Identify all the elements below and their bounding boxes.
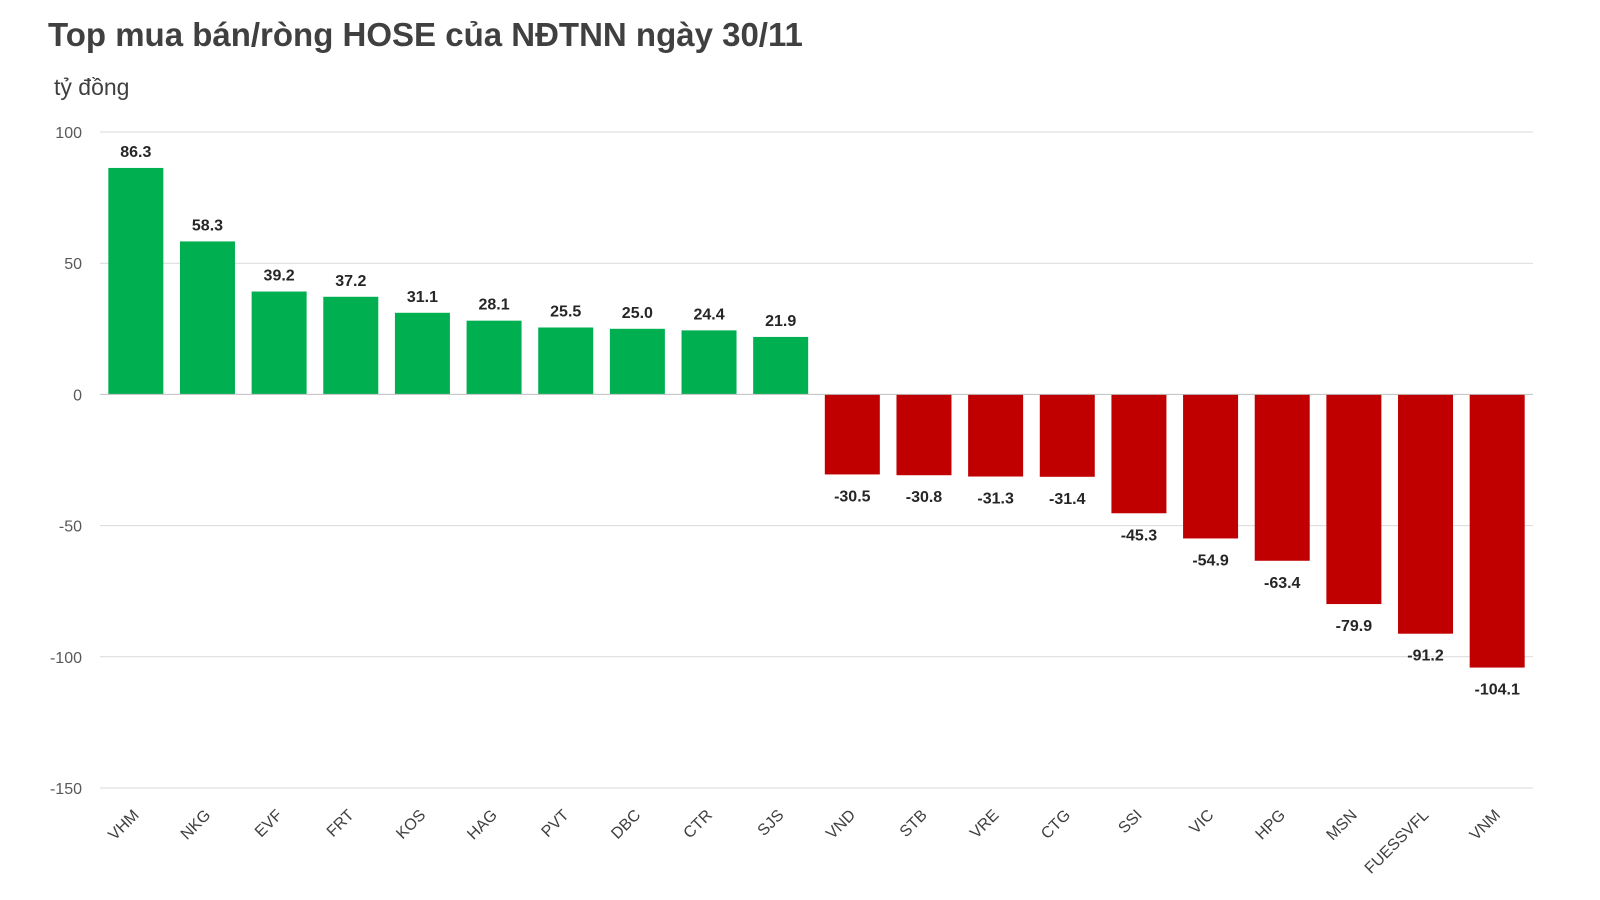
bar (1398, 394, 1454, 634)
bar (108, 167, 164, 395)
bar (323, 296, 379, 395)
y-tick-label: 50 (64, 256, 82, 273)
bar (538, 327, 594, 395)
y-axis-unit-label: tỷ đồng (54, 74, 130, 100)
bar (1183, 394, 1239, 539)
y-tick-label: 100 (55, 125, 82, 142)
y-tick-label: -150 (50, 781, 82, 798)
bar (753, 336, 809, 395)
bar (681, 330, 737, 395)
data-label: -79.9 (1336, 618, 1373, 635)
x-tick-label: FUESSVFL (1362, 807, 1433, 878)
x-tick-label: VNM (1467, 807, 1504, 844)
bar (466, 320, 522, 395)
y-tick-label: -100 (50, 650, 82, 667)
data-label: -45.3 (1121, 527, 1158, 544)
bar (824, 394, 880, 475)
data-label: 58.3 (192, 217, 223, 234)
data-label: 28.1 (479, 297, 510, 314)
x-tick-label: MSN (1324, 807, 1361, 844)
data-label: 21.9 (765, 313, 796, 330)
x-tick-label: VHM (105, 807, 142, 844)
data-label: 24.4 (693, 306, 724, 323)
bar (1254, 394, 1310, 561)
x-tick-label: KOS (393, 807, 429, 843)
y-tick-label: -50 (59, 519, 82, 536)
bar (394, 312, 450, 395)
data-label: 37.2 (335, 273, 366, 290)
data-label: -91.2 (1407, 648, 1444, 665)
data-label: -104.1 (1474, 682, 1519, 699)
x-tick-label: DBC (608, 807, 644, 843)
x-tick-label: EVF (252, 807, 286, 841)
bar (179, 241, 235, 395)
data-label: -30.8 (906, 489, 943, 506)
x-tick-label: NKG (178, 807, 215, 844)
x-tick-label: SJS (755, 807, 788, 840)
x-tick-label: VRE (967, 807, 1002, 842)
x-tick-label: HAG (464, 807, 501, 844)
bar (1469, 394, 1525, 668)
bar (1326, 394, 1382, 605)
x-tick-label: CTR (681, 807, 716, 842)
bar (968, 394, 1024, 477)
data-label: -54.9 (1192, 552, 1229, 569)
bar (609, 328, 665, 395)
data-label: 39.2 (264, 268, 295, 285)
x-tick-label: HPG (1253, 807, 1290, 844)
bar (1039, 394, 1095, 477)
data-label: 25.0 (622, 305, 653, 322)
x-tick-label: PVT (539, 807, 573, 841)
data-label: -31.3 (977, 491, 1014, 508)
data-label: 25.5 (550, 303, 581, 320)
bar (251, 291, 307, 395)
bar (1111, 394, 1167, 514)
y-tick-label: 0 (73, 387, 82, 404)
x-tick-label: CTG (1038, 807, 1074, 843)
data-label: 86.3 (120, 144, 151, 161)
data-label: -30.5 (834, 488, 871, 505)
chart-title: Top mua bán/ròng HOSE của NĐTNN ngày 30/… (48, 16, 803, 53)
x-tick-label: SSI (1115, 807, 1145, 837)
x-tick-label: VND (823, 807, 859, 843)
x-tick-label: VIC (1187, 807, 1218, 838)
bar (896, 394, 952, 476)
x-tick-label: STB (897, 807, 931, 841)
data-label: -63.4 (1264, 575, 1301, 592)
data-label: -31.4 (1049, 491, 1086, 508)
data-label: 31.1 (407, 289, 438, 306)
x-tick-label: FRT (324, 807, 358, 841)
